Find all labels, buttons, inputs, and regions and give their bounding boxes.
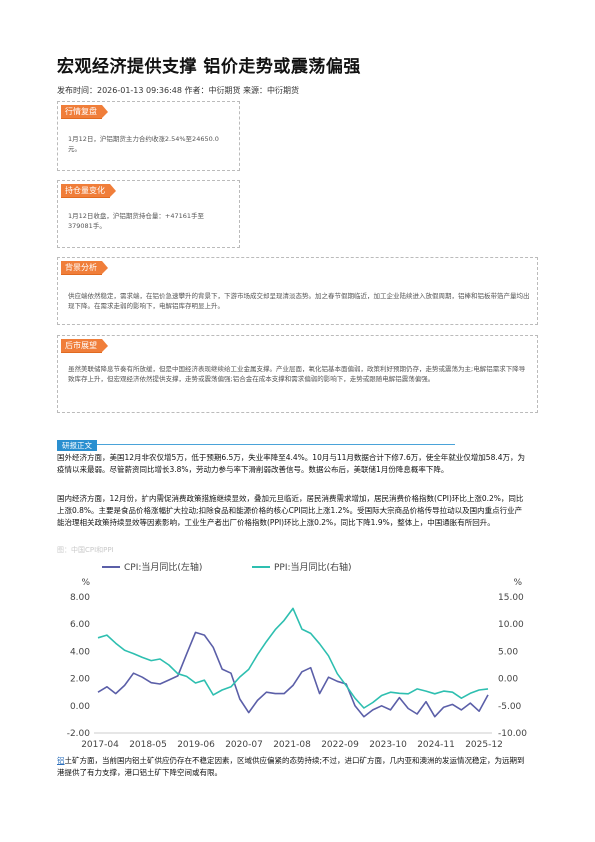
position-change-box: 持仓量变化 1月12日收盘，沪铝期货持仓量：+47161手至379081手。 bbox=[57, 180, 240, 248]
x-tick-label: 2022-09 bbox=[321, 740, 359, 750]
section-header: 研报正文 bbox=[57, 433, 455, 451]
chart-svg: -2.00 0.00 2.00 4.00 6.00 8.00 -10.00 -5.00 0.00… bbox=[67, 561, 528, 750]
article-title: 宏观经济提供支撑 铝价走势或震荡偏强 bbox=[57, 57, 361, 77]
paragraph-overseas: 国外经济方面，美国12月非农仅增5万，低于预期6.5万，失业率降至4.4%。10… bbox=[57, 453, 526, 474]
legend-label-ppi: PPI:当月同比(右轴) bbox=[274, 561, 352, 573]
paragraph-bauxite-text: 土矿方面，当前国内铝土矿供应仍存在不稳定因素，区域供应偏紧的态势持续;不过，进口… bbox=[57, 756, 525, 777]
background-box: 背景分析 供应端依然稳定，需求端，在铝价急速攀升的背景下，下游市场成交却呈现清淡… bbox=[57, 257, 538, 325]
y-right-tick-label: 5.00 bbox=[498, 647, 518, 657]
outlook-box: 后市展望 虽然美联储降息节奏有所放缓，但是中国经济表现继续给工业金属支撑。产业层… bbox=[57, 335, 538, 413]
x-tick-label: 2023-10 bbox=[369, 740, 407, 750]
y-left-unit: % bbox=[81, 578, 90, 588]
market-review-tag: 行情复盘 bbox=[61, 105, 108, 119]
article-meta: 发布时间：2026-01-13 09:36:48 作者：中衍期货 来源：中衍期货 bbox=[57, 86, 300, 95]
section-label: 研报正文 bbox=[57, 440, 97, 451]
y-left-tick-label: 2.00 bbox=[70, 675, 90, 685]
y-right-tick-label: 15.00 bbox=[498, 593, 524, 603]
x-tick-label: 2020-07 bbox=[225, 740, 263, 750]
paragraph-domestic: 国内经济方面，12月份，扩内需促消费政策措施继续显效，叠加元旦临近，居民消费需求… bbox=[57, 494, 524, 527]
background-tag: 背景分析 bbox=[61, 261, 108, 275]
x-tick-label: 2024-11 bbox=[417, 740, 455, 750]
y-right-tick-label: -10.00 bbox=[498, 729, 527, 739]
series-line-cpi bbox=[97, 631, 489, 718]
paragraph-bauxite: 铝土矿方面，当前国内铝土矿供应仍存在不稳定因素，区域供应偏紧的态势持续;不过，进… bbox=[57, 755, 525, 779]
y-right-unit: % bbox=[513, 578, 522, 588]
y-left-tick-label: 8.00 bbox=[70, 593, 90, 603]
figure-caption: 图：中国CPI和PPI bbox=[57, 546, 114, 554]
series-line-ppi bbox=[97, 607, 489, 709]
y-right-tick-label: 0.00 bbox=[498, 675, 518, 685]
outlook-tag: 后市展望 bbox=[61, 339, 108, 353]
background-text: 供应端依然稳定，需求端，在铝价急速攀升的背景下，下游市场成交却呈现清淡态势。加之… bbox=[68, 292, 530, 310]
x-tick-label: 2018-05 bbox=[129, 740, 167, 750]
y-left-tick-label: 4.00 bbox=[70, 647, 90, 657]
market-review-text: 1月12日，沪铝期货主力合约收涨2.54%至24650.0元。 bbox=[68, 135, 219, 153]
y-right-tick-label: 10.00 bbox=[498, 620, 524, 630]
cpi-ppi-chart: -2.00 0.00 2.00 4.00 6.00 8.00 -10.00 -5.00 0.00… bbox=[62, 555, 532, 750]
x-tick-label: 2019-06 bbox=[177, 740, 215, 750]
position-change-tag: 持仓量变化 bbox=[61, 184, 116, 198]
x-tick-label: 2021-08 bbox=[273, 740, 311, 750]
outlook-text: 虽然美联储降息节奏有所放缓，但是中国经济表现继续给工业金属支撑。产业层面，氧化铝… bbox=[68, 365, 526, 383]
y-right-tick-label: -5.00 bbox=[498, 702, 522, 712]
y-left-tick-label: 6.00 bbox=[70, 620, 90, 630]
market-review-box: 行情复盘 1月12日，沪铝期货主力合约收涨2.54%至24650.0元。 bbox=[57, 101, 240, 171]
x-tick-label: 2025-12 bbox=[465, 740, 503, 750]
y-left-tick-label: 0.00 bbox=[70, 702, 90, 712]
x-tick-label: 2017-04 bbox=[81, 740, 119, 750]
aluminum-link[interactable]: 铝 bbox=[57, 756, 65, 765]
position-change-text: 1月12日收盘，沪铝期货持仓量：+47161手至379081手。 bbox=[68, 212, 205, 230]
y-left-tick-label: -2.00 bbox=[67, 729, 91, 739]
legend-label-cpi: CPI:当月同比(左轴) bbox=[124, 561, 202, 573]
